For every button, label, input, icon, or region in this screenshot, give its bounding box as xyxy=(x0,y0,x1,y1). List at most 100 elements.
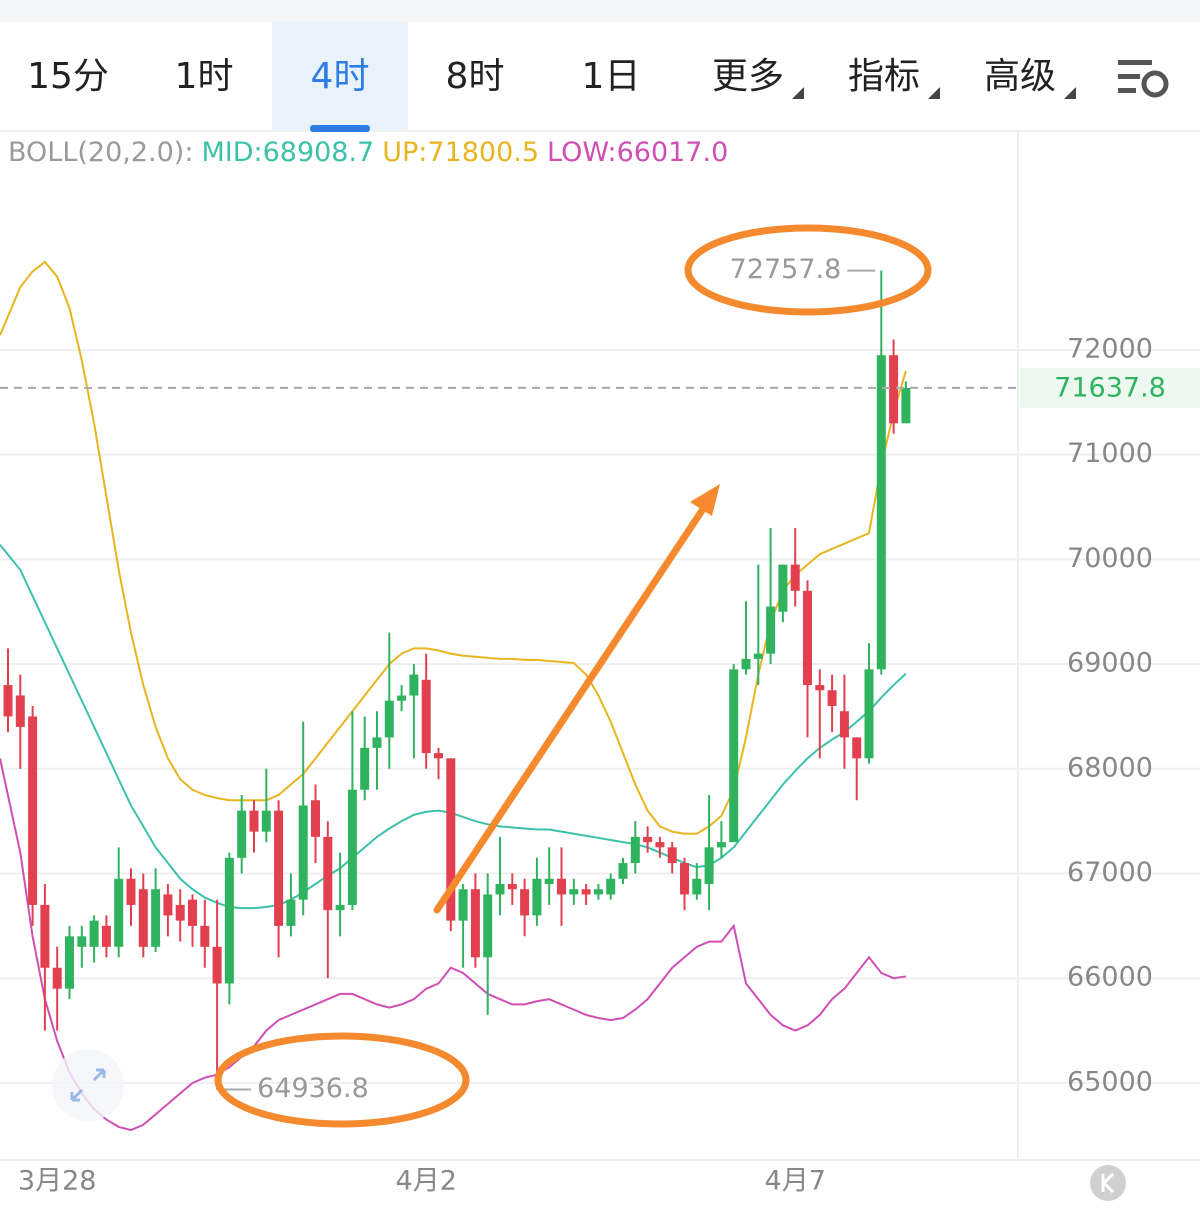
arrow-head xyxy=(690,484,720,516)
candle-body xyxy=(495,883,505,895)
y-tick-label: 68000 xyxy=(1067,752,1153,783)
tab[interactable]: 更多 xyxy=(712,56,804,99)
tab-label: 更多 xyxy=(712,56,784,97)
candle-body xyxy=(667,847,677,864)
candle-body xyxy=(446,758,456,921)
candle-body xyxy=(753,653,763,659)
tab[interactable]: 指标 xyxy=(848,56,940,99)
candle-body xyxy=(483,894,493,958)
settings-icon[interactable] xyxy=(1118,60,1169,98)
candle-body xyxy=(65,936,74,989)
candle-body xyxy=(692,878,702,895)
candle-body xyxy=(520,889,530,916)
candle-body xyxy=(507,883,517,890)
tab[interactable]: 1日 xyxy=(582,56,641,97)
candle-body xyxy=(655,842,665,848)
candle-body xyxy=(544,878,554,884)
dropdown-caret xyxy=(928,87,940,99)
candle-body xyxy=(581,889,591,895)
icon-bar xyxy=(1118,74,1140,79)
highlight-ellipse xyxy=(684,224,932,316)
candle-body xyxy=(876,355,886,670)
candle-body xyxy=(741,658,751,670)
k-button[interactable] xyxy=(1090,1165,1126,1201)
x-tick-label: 4月2 xyxy=(396,1166,457,1197)
tab[interactable]: 15分 xyxy=(27,56,109,97)
candle-body xyxy=(618,863,628,879)
candle-body xyxy=(347,789,357,905)
tab-indicator xyxy=(310,125,370,132)
candle-body xyxy=(188,899,197,926)
candle-body xyxy=(89,920,99,947)
tab[interactable]: 1时 xyxy=(175,56,234,97)
candle-body xyxy=(864,669,874,759)
candle-body xyxy=(101,925,111,947)
candle-body xyxy=(311,800,320,837)
candle-body xyxy=(126,878,136,905)
y-tick-label: 69000 xyxy=(1067,648,1153,679)
y-tick-label: 66000 xyxy=(1067,962,1153,993)
candle-body xyxy=(889,355,899,424)
candle-body xyxy=(77,936,87,947)
candle-body xyxy=(593,889,603,895)
candle-body xyxy=(470,889,480,958)
candle-body xyxy=(249,810,259,832)
candle-body xyxy=(384,700,394,738)
legend-item: MID:68908.7 xyxy=(201,137,374,168)
tab[interactable]: 高级 xyxy=(984,56,1076,99)
tab[interactable]: 4时 xyxy=(272,22,408,132)
labels: 71637.8 72757.8 64936.8 xyxy=(0,254,1200,1104)
candle-body xyxy=(397,695,407,701)
tab-label: 1日 xyxy=(582,56,641,97)
candle-body xyxy=(827,690,837,706)
candle-body xyxy=(852,737,862,759)
tab-active-bg xyxy=(272,22,408,130)
dropdown-caret xyxy=(792,87,804,99)
last-price-label: 71637.8 xyxy=(1054,372,1166,403)
candle-body xyxy=(766,606,776,654)
icon-gear xyxy=(1141,70,1169,98)
candle-body xyxy=(15,695,25,727)
candle-body xyxy=(40,904,50,968)
y-tick-label: 70000 xyxy=(1067,543,1153,574)
y-tick-label: 71000 xyxy=(1067,438,1153,469)
candle-body xyxy=(729,669,739,843)
candle-body xyxy=(323,836,333,911)
tab[interactable]: 8时 xyxy=(446,56,505,97)
low-label: 64936.8 xyxy=(257,1073,369,1104)
tab-label: 指标 xyxy=(848,56,920,97)
annotations xyxy=(214,224,932,1128)
candle-body xyxy=(372,737,382,748)
icon-bar xyxy=(1118,60,1152,65)
candle-body xyxy=(778,564,788,612)
legend-item: BOLL(20,2.0): xyxy=(8,137,193,168)
candle-body xyxy=(237,810,247,858)
trend-arrow xyxy=(433,502,709,914)
zoom-button[interactable] xyxy=(52,1049,124,1121)
boll-line xyxy=(0,758,907,1132)
candle-body xyxy=(286,899,296,926)
y-tick-label: 65000 xyxy=(1067,1066,1153,1097)
candle-body xyxy=(360,747,370,790)
candle-body xyxy=(261,810,271,832)
candle-body xyxy=(680,863,689,895)
x-tick-label: 4月7 xyxy=(765,1166,826,1197)
dropdown-caret xyxy=(1064,87,1076,99)
legend-item: LOW:66017.0 xyxy=(547,137,728,168)
candle-body xyxy=(409,674,419,696)
y-tick-label: 72000 xyxy=(1067,333,1153,364)
candle-body xyxy=(52,967,62,989)
candle-body xyxy=(630,836,640,864)
candle-body xyxy=(458,889,468,921)
candle-body xyxy=(532,878,542,916)
candle-body xyxy=(28,716,38,905)
candle-body xyxy=(421,679,431,754)
candle-body xyxy=(901,387,911,424)
candle-body xyxy=(175,904,185,921)
candle-body xyxy=(803,590,812,686)
tab-label: 1时 xyxy=(175,56,234,97)
tab-label: 高级 xyxy=(984,56,1056,97)
icon-bar xyxy=(1118,88,1136,93)
candle-body xyxy=(212,946,222,984)
